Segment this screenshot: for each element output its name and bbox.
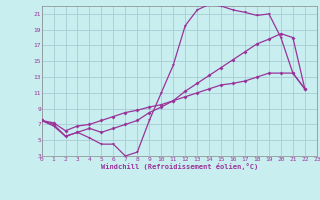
X-axis label: Windchill (Refroidissement éolien,°C): Windchill (Refroidissement éolien,°C)	[100, 163, 258, 170]
